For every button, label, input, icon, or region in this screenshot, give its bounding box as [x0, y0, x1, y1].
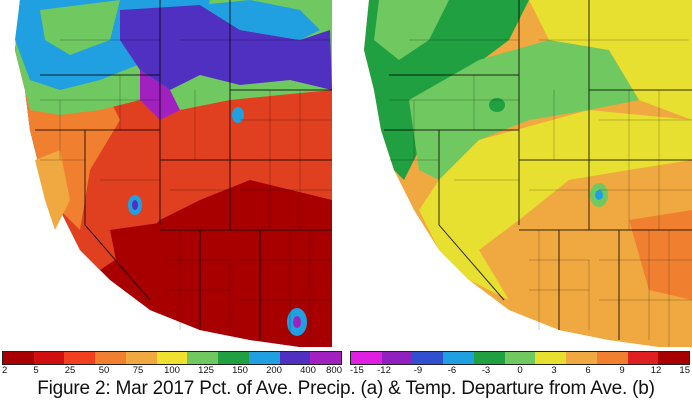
precip-colorbar-tick-label: 75 — [132, 365, 144, 376]
temp-colorbar-swatch — [596, 352, 628, 364]
temp-colorbar-tick-label: 12 — [650, 365, 662, 376]
temp-colorbar-swatch — [658, 352, 690, 364]
temp-colorbar-labels: -15 -12 -9 -6 -3 0 3 6 9 12 15 — [350, 365, 690, 377]
precip-colorbar-tick-label: 800 — [326, 365, 342, 376]
precip-colorbar-swatch — [187, 352, 219, 364]
precip-colorbar-tick-label: 100 — [164, 365, 180, 376]
temp-colorbar-swatch — [627, 352, 659, 364]
temp-colorbar-tick-label: -3 — [481, 365, 491, 376]
temp-colorbar-tick-label: -12 — [377, 365, 391, 376]
precip-colorbar — [2, 351, 342, 365]
precip-colorbar-swatch — [248, 352, 280, 364]
precip-colorbar-swatch — [33, 352, 65, 364]
precip-colorbar-tick-label: 150 — [232, 365, 248, 376]
precip-colorbar-swatch — [125, 352, 157, 364]
temp-colorbar-tick-label: 0 — [517, 365, 523, 376]
temp-colorbar — [350, 351, 690, 365]
precip-colorbar-tick-label: 5 — [33, 365, 39, 376]
temp-colorbar-swatch — [504, 352, 536, 364]
precip-colorbar-tick-label: 50 — [98, 365, 110, 376]
precip-colorbar-swatch — [95, 352, 126, 364]
temp-departure-map — [349, 0, 692, 347]
temp-colorbar-swatch — [566, 352, 597, 364]
temp-colorbar-tick-label: -9 — [413, 365, 423, 376]
temp-colorbar-swatch — [535, 352, 567, 364]
precip-colorbar-swatch — [64, 352, 96, 364]
precip-colorbar-swatch — [279, 352, 311, 364]
temp-colorbar-swatch — [473, 352, 505, 364]
precip-colorbar-tick-label: 25 — [64, 365, 76, 376]
temp-colorbar-tick-label: -15 — [350, 365, 364, 376]
temp-colorbar-swatch — [443, 352, 474, 364]
temp-colorbar-tick-label: 3 — [551, 365, 557, 376]
temp-colorbar-tick-label: 9 — [619, 365, 625, 376]
temp-colorbar-swatch — [351, 352, 382, 364]
precip-colorbar-tick-label: 400 — [300, 365, 316, 376]
temp-colorbar-swatch — [381, 352, 413, 364]
precip-colorbar-swatch — [310, 352, 342, 364]
precip-colorbar-tick-label: 200 — [266, 365, 282, 376]
temp-colorbar-tick-label: -6 — [447, 365, 457, 376]
precip-colorbar-tick-label: 2 — [2, 365, 8, 376]
temp-colorbar-swatch — [412, 352, 444, 364]
precip-colorbar-tick-label: 125 — [198, 365, 214, 376]
precip-colorbar-labels: 2 5 25 50 75 100 125 150 200 400 800 — [2, 365, 342, 377]
precip-colorbar-swatch — [156, 352, 188, 364]
precip-colorbar-swatch — [3, 352, 34, 364]
temp-colorbar-tick-label: 15 — [679, 365, 690, 376]
precip-colorbar-swatch — [218, 352, 249, 364]
figure-caption: Figure 2: Mar 2017 Pct. of Ave. Precip. … — [37, 378, 655, 399]
temp-colorbar-tick-label: 6 — [585, 365, 591, 376]
precip-map — [0, 0, 332, 347]
